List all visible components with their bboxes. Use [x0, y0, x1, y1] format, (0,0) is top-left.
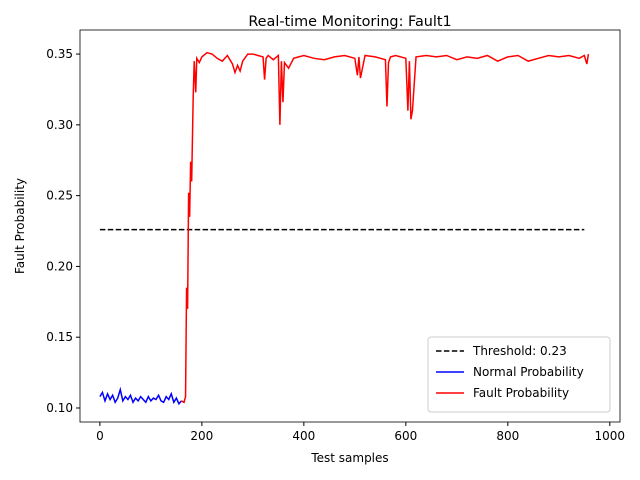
x-tick-label: 800	[496, 429, 519, 443]
data-line	[181, 51, 590, 404]
y-tick-label: 0.30	[46, 118, 73, 132]
x-tick-label: 400	[292, 429, 315, 443]
y-tick-label: 0.15	[46, 330, 73, 344]
y-tick-label: 0.25	[46, 189, 73, 203]
x-tick-label: 0	[96, 429, 104, 443]
legend-box	[427, 336, 611, 413]
y-tick-label: 0.35	[46, 47, 73, 61]
x-tick-label: 1000	[595, 429, 626, 443]
y-tick-label: 0.10	[46, 401, 73, 415]
legend-label: Fault Probability	[473, 386, 569, 400]
y-axis-label: Fault Probability	[13, 178, 27, 274]
axes-frame	[79, 29, 621, 423]
data-line	[99, 386, 183, 406]
legend-label: Threshold: 0.23	[472, 344, 567, 358]
x-tick-label: 600	[394, 429, 417, 443]
chart-title: Real-time Monitoring: Fault1	[248, 14, 451, 30]
x-tick-label: 200	[190, 429, 213, 443]
y-tick-label: 0.20	[46, 259, 73, 273]
legend-label: Normal Probability	[473, 365, 584, 379]
x-axis-label: Test samples	[310, 451, 388, 465]
